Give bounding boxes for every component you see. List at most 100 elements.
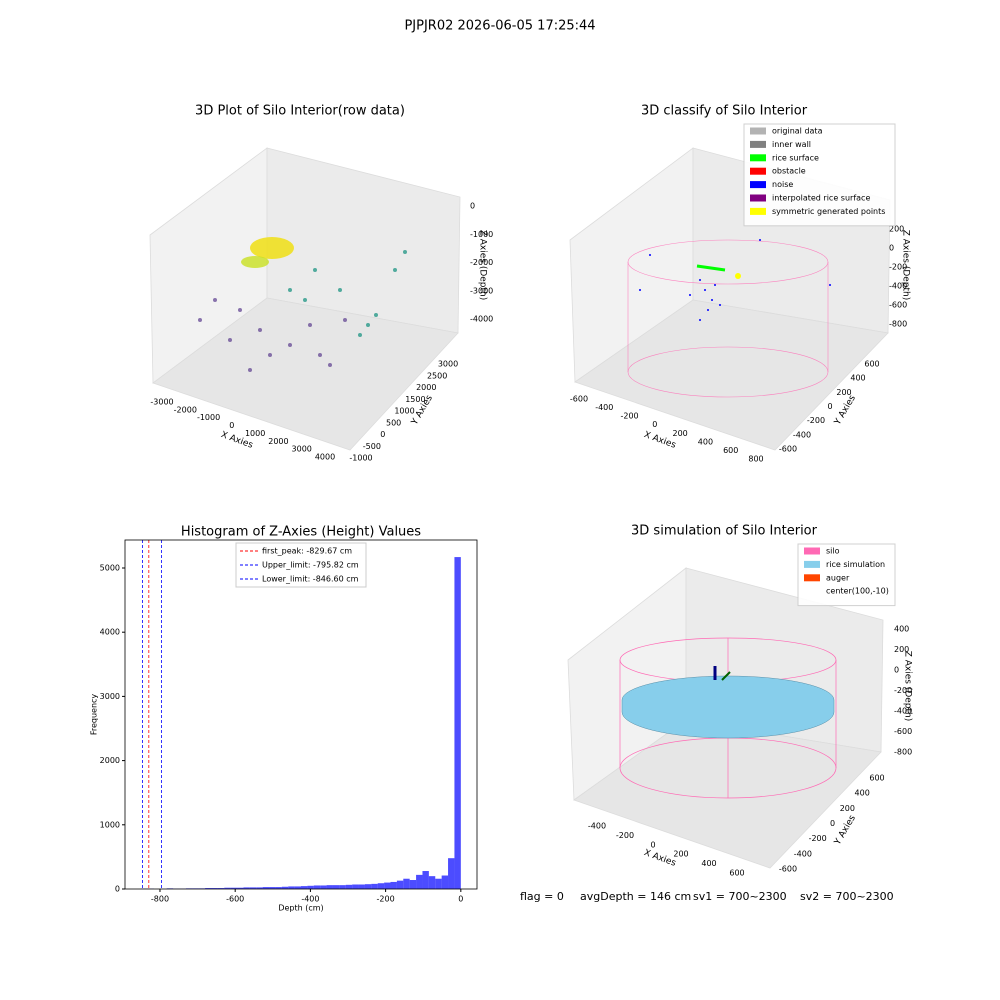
z-axis-label: Z Axies (Depth) [478, 230, 488, 301]
bar [345, 884, 353, 889]
y-tick-label: 3000 [100, 692, 120, 701]
y-tick-label: 400 [855, 789, 870, 798]
x-tick-label: -600 [226, 895, 244, 904]
x-tick-label: -1000 [197, 413, 220, 422]
bar [288, 886, 295, 889]
bar [307, 885, 314, 889]
bar [377, 883, 385, 889]
legend-label: symmetric generated points [772, 207, 885, 216]
bar [364, 884, 372, 889]
y-tick-label: 4000 [100, 628, 120, 637]
x-tick-label: 4000 [315, 453, 335, 462]
bar [371, 883, 378, 889]
legend-label: Upper_limit: -795.82 cm [262, 561, 359, 570]
z-tick-label: -3000 [470, 286, 493, 295]
legend-label: Lower_limit: -846.60 cm [262, 575, 359, 584]
bar [269, 887, 276, 889]
x-tick-label: 0 [652, 420, 657, 429]
legend-swatch [750, 167, 766, 175]
y-tick-label: -1000 [349, 454, 372, 463]
z-tick-label: -4000 [470, 315, 493, 324]
bar [358, 884, 365, 889]
chart-title: 3D classify of Silo Interior [641, 104, 808, 119]
bar [224, 887, 231, 889]
bar [281, 886, 289, 889]
z-tick-label: 0 [889, 244, 894, 253]
y-tick-label: 3000 [438, 360, 458, 369]
legend-label: rice surface [772, 153, 819, 162]
bar [416, 874, 423, 889]
bar [301, 886, 308, 889]
bar [237, 887, 244, 889]
legend-swatch [750, 194, 766, 202]
x-tick-label: 0 [229, 421, 234, 430]
x-tick-label: -600 [570, 395, 588, 404]
y-tick-label: -200 [809, 834, 827, 843]
legend-label: noise [772, 180, 793, 189]
z-tick-label: -200 [894, 686, 912, 695]
z-tick-label: -800 [894, 748, 912, 757]
bar [390, 881, 397, 889]
x-tick-label: 0 [458, 895, 463, 904]
z-tick-label: -600 [894, 727, 912, 736]
bar [448, 858, 455, 889]
x-axis-label: Depth (cm) [278, 904, 323, 913]
legend-label: center(100,-10) [826, 587, 889, 596]
z-tick-label: -800 [889, 320, 907, 329]
y-tick-label: -200 [807, 416, 825, 425]
legend-label: auger [826, 573, 850, 582]
x-tick-label: 800 [748, 455, 763, 464]
bar [403, 878, 410, 889]
footer-text: sv1 = 700~2300 [693, 890, 787, 903]
bar [211, 888, 218, 889]
x-tick-label: 1000 [245, 429, 265, 438]
y-tick-label: 0 [827, 402, 832, 411]
x-tick-label: -200 [377, 895, 395, 904]
y-tick-label: -600 [779, 865, 797, 874]
footer-text: sv2 = 700~2300 [800, 890, 894, 903]
x-tick-label: 200 [673, 429, 688, 438]
x-tick-label: -200 [620, 412, 638, 421]
chart-title: 3D simulation of Silo Interior [631, 524, 818, 539]
y-tick-label: 5000 [100, 563, 120, 572]
bar [320, 885, 327, 889]
legend-swatch [804, 560, 820, 568]
bar [294, 886, 301, 889]
z-tick-label: 0 [470, 202, 475, 211]
bar [339, 885, 346, 889]
legend-label: obstacle [772, 167, 806, 176]
legend-label: inner wall [772, 140, 811, 149]
z-tick-label: 200 [889, 225, 904, 234]
x-tick-label: -800 [151, 895, 169, 904]
y-tick-label: 600 [864, 360, 879, 369]
y-tick-label: 600 [869, 774, 884, 783]
bar [326, 885, 333, 889]
bar [396, 880, 404, 889]
y-tick-label: 1500 [405, 395, 425, 404]
z-tick-label: 0 [894, 666, 899, 675]
z-tick-label: -200 [889, 263, 907, 272]
z-axis-label: Z Axies (Depth) [903, 651, 913, 722]
y-tick-label: 2000 [100, 756, 120, 765]
y-tick-label: 500 [386, 418, 401, 427]
y-tick-label: 0 [830, 819, 835, 828]
plot-frame [124, 539, 478, 890]
legend-swatch [750, 207, 766, 215]
bar [262, 887, 270, 889]
x-tick-label: 600 [729, 869, 744, 878]
z-tick-label: -2000 [470, 258, 493, 267]
legend-box [743, 123, 896, 227]
chart-title: 3D Plot of Silo Interior(row data) [195, 104, 405, 119]
footer-text: avgDepth = 146 cm [580, 890, 691, 903]
panel-1-box [149, 147, 461, 451]
z-tick-label: -400 [889, 282, 907, 291]
x-tick-label: -200 [616, 831, 634, 840]
y-tick-label: 1000 [394, 407, 414, 416]
y-tick-label: 2500 [427, 371, 447, 380]
y-axis-label: Frequency [90, 694, 99, 736]
z-axis-label: Z Axies (Depth) [901, 230, 911, 301]
y-tick-label: 0 [115, 885, 120, 894]
y-tick-label: -600 [779, 445, 797, 454]
legend-swatch [750, 154, 766, 162]
